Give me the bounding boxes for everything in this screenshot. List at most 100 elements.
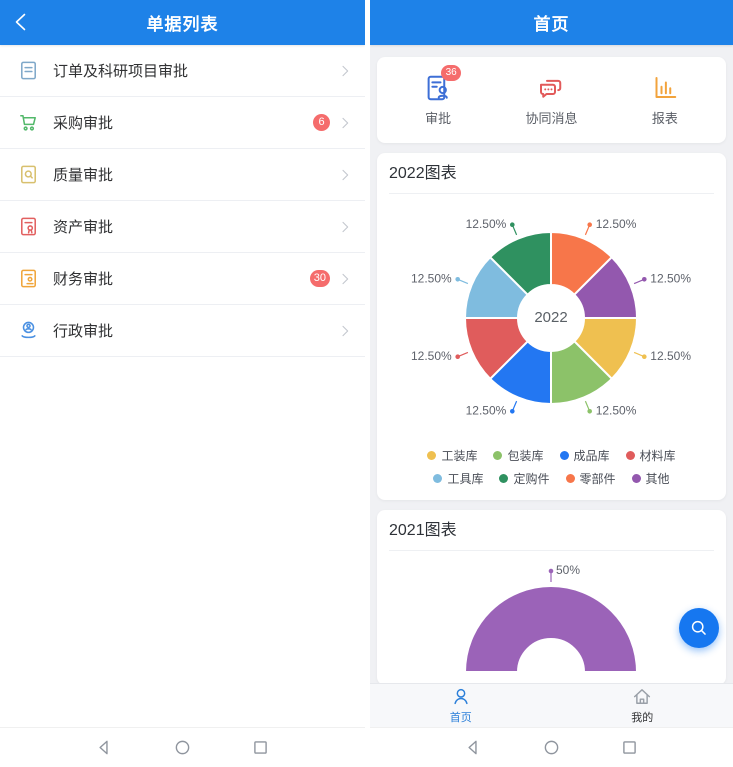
legend-item-7[interactable]: 其他 bbox=[631, 470, 670, 487]
tab-label: 首页 bbox=[449, 712, 472, 724]
menu-item-1[interactable]: 采购审批 6 bbox=[0, 97, 365, 149]
legend-label: 成品库 bbox=[573, 449, 610, 463]
pie-slice-label: 12.50% bbox=[411, 349, 452, 363]
divider bbox=[389, 550, 714, 551]
legend-label: 工装库 bbox=[441, 449, 478, 463]
cart-icon bbox=[17, 111, 40, 134]
legend-dot bbox=[499, 474, 509, 483]
android-nav-left bbox=[0, 727, 365, 767]
chevron-right-icon bbox=[337, 63, 353, 79]
search-fab[interactable] bbox=[679, 608, 719, 648]
back-triangle-icon[interactable] bbox=[463, 737, 484, 758]
chevron-right-icon bbox=[337, 115, 353, 131]
legend-label: 材料库 bbox=[639, 449, 676, 463]
pie-slice-label: 50% bbox=[556, 563, 580, 577]
pie-slice-label: 12.50% bbox=[466, 403, 507, 417]
pie-slice-label: 12.50% bbox=[650, 349, 691, 363]
tab-1[interactable]: 我的 bbox=[552, 684, 733, 727]
pie-slice-label: 12.50% bbox=[411, 271, 452, 285]
tab-0[interactable]: 首页 bbox=[370, 684, 552, 727]
back-triangle-icon[interactable] bbox=[94, 737, 115, 758]
recents-square-icon[interactable] bbox=[250, 737, 271, 758]
count-badge: 30 bbox=[309, 270, 330, 287]
legend-label: 其他 bbox=[645, 472, 670, 486]
menu-item-4[interactable]: 财务审批 30 bbox=[0, 253, 365, 305]
pie-center-label: 2022 bbox=[534, 309, 567, 326]
count-badge: 6 bbox=[313, 114, 330, 131]
chevron-right-icon bbox=[337, 219, 353, 235]
divider bbox=[389, 193, 714, 194]
pie-slice-7[interactable] bbox=[572, 255, 639, 319]
back-button[interactable] bbox=[10, 10, 34, 34]
legend-dot bbox=[427, 451, 437, 460]
menu-item-5[interactable]: 行政审批 bbox=[0, 305, 365, 357]
search-icon bbox=[688, 617, 710, 639]
legend-label: 零部件 bbox=[579, 472, 616, 486]
tab-label: 我的 bbox=[631, 712, 654, 724]
home-circle-icon[interactable] bbox=[541, 737, 562, 758]
legend-dot bbox=[625, 451, 635, 460]
menu-item-3[interactable]: 资产审批 bbox=[0, 201, 365, 253]
legend-item-0[interactable]: 工装库 bbox=[427, 447, 477, 464]
chart-card-2022: 2022图表 12.50% 12.50% 12.50% 12.50% 12.50% 12.… bbox=[377, 153, 726, 500]
quick-action-2[interactable]: 报表 bbox=[650, 73, 680, 127]
chevron-right-icon bbox=[337, 323, 353, 339]
quick-action-0[interactable]: 36 审批 bbox=[423, 65, 462, 127]
message-icon bbox=[536, 73, 566, 103]
quick-action-label: 审批 bbox=[425, 111, 452, 126]
legend-item-2[interactable]: 成品库 bbox=[559, 447, 610, 464]
screen-home: 首页 36 审批 协同消息 报表 2022图表 12.50% 12.50% 12.50% 1… bbox=[370, 0, 733, 767]
left-page-title: 单据列表 bbox=[146, 15, 219, 34]
doc-stamp-icon bbox=[17, 267, 40, 290]
home-content: 36 审批 协同消息 报表 2022图表 12.50% 12.50% 12.50% 12.5… bbox=[370, 45, 733, 683]
legend-row: 工具库 定购件 零部件 其他 bbox=[425, 467, 677, 490]
menu-item-label: 资产审批 bbox=[53, 219, 114, 236]
menu-item-2[interactable]: 质量审批 bbox=[0, 149, 365, 201]
menu-item-label: 财务审批 bbox=[53, 271, 114, 288]
pie-slice-label: 12.50% bbox=[650, 271, 691, 285]
pie-slice-0[interactable] bbox=[463, 585, 639, 673]
count-badge: 36 bbox=[441, 65, 462, 81]
quick-action-label: 协同消息 bbox=[525, 111, 578, 126]
menu-item-label: 采购审批 bbox=[53, 115, 114, 132]
legend-item-1[interactable]: 包装库 bbox=[493, 447, 544, 464]
pie-slice-label: 12.50% bbox=[596, 217, 637, 231]
doc-lines-icon bbox=[17, 59, 40, 82]
left-header: 单据列表 bbox=[0, 0, 365, 45]
pie-slice-label: 12.50% bbox=[596, 403, 637, 417]
doc-search-icon bbox=[17, 163, 40, 186]
legend-item-5[interactable]: 定购件 bbox=[499, 470, 550, 487]
legend-label: 工具库 bbox=[447, 472, 484, 486]
legend-item-3[interactable]: 材料库 bbox=[625, 447, 676, 464]
right-page-title: 首页 bbox=[533, 15, 570, 34]
legend-item-4[interactable]: 工具库 bbox=[433, 470, 483, 487]
chart-title-2021: 2021图表 bbox=[389, 522, 457, 539]
legend-dot bbox=[565, 474, 575, 483]
chevron-right-icon bbox=[337, 271, 353, 287]
home-circle-icon[interactable] bbox=[172, 737, 193, 758]
quick-action-label: 报表 bbox=[651, 111, 678, 126]
home-icon bbox=[631, 686, 653, 708]
chart-title-2022: 2022图表 bbox=[389, 165, 457, 182]
menu-item-label: 订单及科研项目审批 bbox=[53, 63, 189, 80]
legend-label: 包装库 bbox=[507, 449, 544, 463]
android-nav-right bbox=[370, 727, 733, 767]
approve-icon bbox=[423, 73, 453, 103]
report-icon bbox=[650, 73, 680, 103]
legend-item-6[interactable]: 零部件 bbox=[565, 470, 616, 487]
approval-menu: 订单及科研项目审批 采购审批 6 质量审批资产审批财务审批 30 行政审批 bbox=[0, 45, 365, 357]
legend-dot bbox=[433, 474, 443, 483]
pie-chart-2021: 50% bbox=[463, 563, 639, 673]
chart-card-2021: 2021图表 50% bbox=[377, 510, 726, 683]
doc-seal-icon bbox=[17, 215, 40, 238]
person-icon bbox=[450, 686, 472, 708]
tab-bar: 首页 我的 bbox=[370, 683, 733, 727]
person-service-icon bbox=[17, 319, 40, 342]
recents-square-icon[interactable] bbox=[619, 737, 640, 758]
menu-item-label: 行政审批 bbox=[53, 323, 114, 340]
menu-item-label: 质量审批 bbox=[53, 167, 114, 184]
screen-document-list: 单据列表 订单及科研项目审批 采购审批 6 质量审批资产审批财务审批 30 行政审批 bbox=[0, 0, 365, 767]
menu-item-0[interactable]: 订单及科研项目审批 bbox=[0, 45, 365, 97]
quick-action-1[interactable]: 协同消息 bbox=[525, 73, 578, 127]
